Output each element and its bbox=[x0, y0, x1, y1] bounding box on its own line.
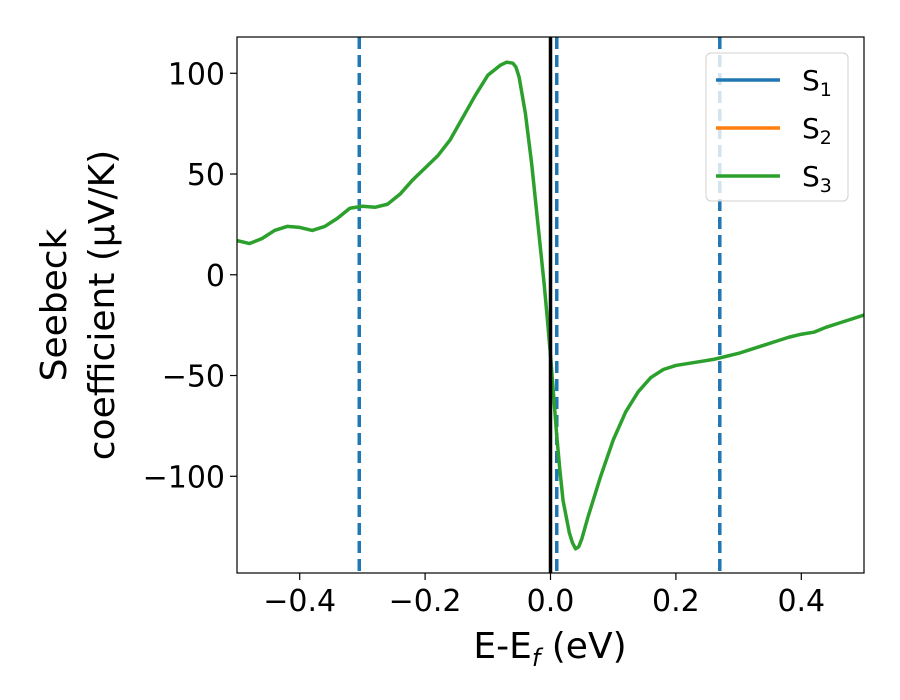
x-axis-title-unit: (eV) bbox=[540, 626, 626, 667]
legend-label-main: S bbox=[802, 64, 820, 97]
y-tick-label: 100 bbox=[168, 57, 225, 92]
x-tick-label: −0.2 bbox=[389, 584, 462, 619]
legend-label-s1: S1 bbox=[802, 64, 832, 101]
legend-label-main: S bbox=[802, 160, 820, 193]
legend-label-s2: S2 bbox=[802, 112, 832, 149]
x-tick-label: 0.2 bbox=[652, 584, 700, 619]
x-tick-label: 0.4 bbox=[777, 584, 825, 619]
y-tick-label: 50 bbox=[187, 158, 225, 193]
y-axis-title-line1: Seebeck bbox=[34, 228, 75, 381]
y-axis-title-line2: coefficient (μV/K) bbox=[82, 150, 123, 460]
y-tick-label: −50 bbox=[162, 360, 225, 395]
x-tick-label: 0.0 bbox=[527, 584, 575, 619]
legend-label-s3: S3 bbox=[802, 160, 832, 197]
y-tick-label: −100 bbox=[143, 460, 225, 495]
x-tick-label: −0.4 bbox=[263, 584, 336, 619]
legend-label-main: S bbox=[802, 112, 820, 145]
legend-label-subscript: 2 bbox=[820, 127, 832, 149]
x-axis-title-main: E-E bbox=[473, 626, 531, 667]
x-axis-title: E-Ef (eV) bbox=[473, 626, 626, 672]
legend-label-subscript: 1 bbox=[820, 79, 832, 101]
y-tick-label: 0 bbox=[206, 259, 225, 294]
legend-label-subscript: 3 bbox=[820, 175, 832, 197]
